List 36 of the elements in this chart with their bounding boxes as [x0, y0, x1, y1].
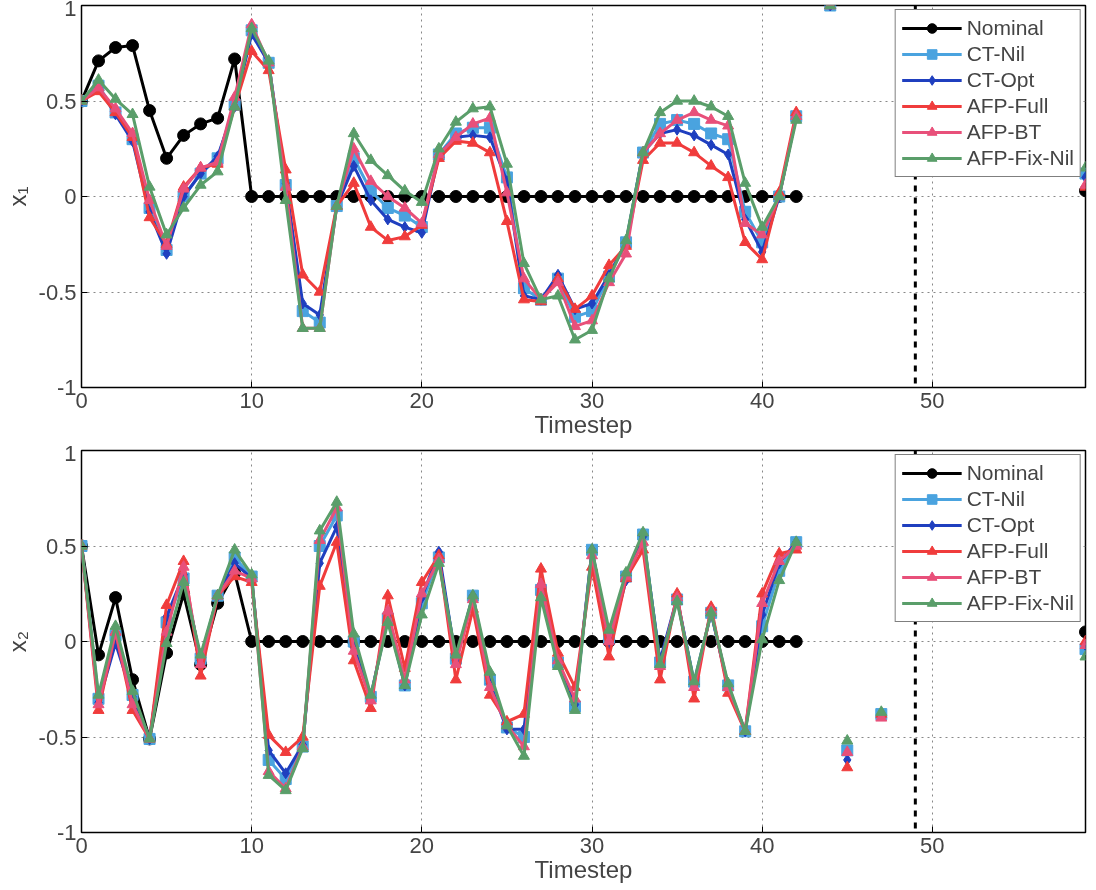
y-axis-title: x₂: [3, 630, 31, 653]
y-tick-label: -0.5: [38, 279, 77, 305]
x-tick-label: 30: [579, 832, 605, 858]
legend-label: AFP-Full: [966, 94, 1049, 118]
y-tick-label: 0: [64, 184, 77, 209]
y-tick-label: 1: [64, 0, 77, 21]
x-tick-label: 20: [409, 832, 435, 858]
y-tick-label: 1: [64, 440, 77, 466]
y-tick-label: 0.5: [45, 533, 77, 559]
y-tick-label: 0: [64, 629, 77, 654]
legend-label: AFP-BT: [966, 120, 1042, 144]
y-axis-title: x₁: [3, 186, 31, 207]
legend-label: CT-Nil: [966, 42, 1025, 66]
x-tick-label: 40: [749, 832, 775, 858]
y-tick-label: -1: [56, 375, 77, 400]
y-tick-label: -0.5: [38, 724, 77, 750]
legend-label: Nominal: [966, 16, 1044, 40]
x-tick-label: 10: [239, 387, 264, 413]
legend-label: AFP-Fix-Nil: [966, 591, 1074, 615]
legend-label: AFP-Fix-Nil: [966, 146, 1074, 170]
x-tick-label: 30: [579, 387, 605, 413]
x-tick-label: 40: [749, 387, 775, 413]
x-tick-label: 20: [409, 387, 435, 413]
x-tick-label: 50: [920, 832, 945, 858]
y-tick-label: -1: [56, 820, 77, 845]
y-tick-label: 0.5: [45, 88, 77, 114]
legend-label: CT-Nil: [966, 487, 1025, 511]
x-axis-title: Timestep: [534, 410, 633, 438]
x-axis-title: Timestep: [534, 855, 633, 883]
x-tick-label: 10: [239, 832, 264, 858]
x-tick-label: 50: [920, 387, 945, 413]
legend-label: Nominal: [966, 461, 1044, 485]
legend-label: CT-Opt: [966, 68, 1035, 92]
legend-label: AFP-Full: [966, 539, 1049, 563]
legend-label: AFP-BT: [966, 565, 1042, 589]
legend-label: CT-Opt: [966, 513, 1035, 537]
